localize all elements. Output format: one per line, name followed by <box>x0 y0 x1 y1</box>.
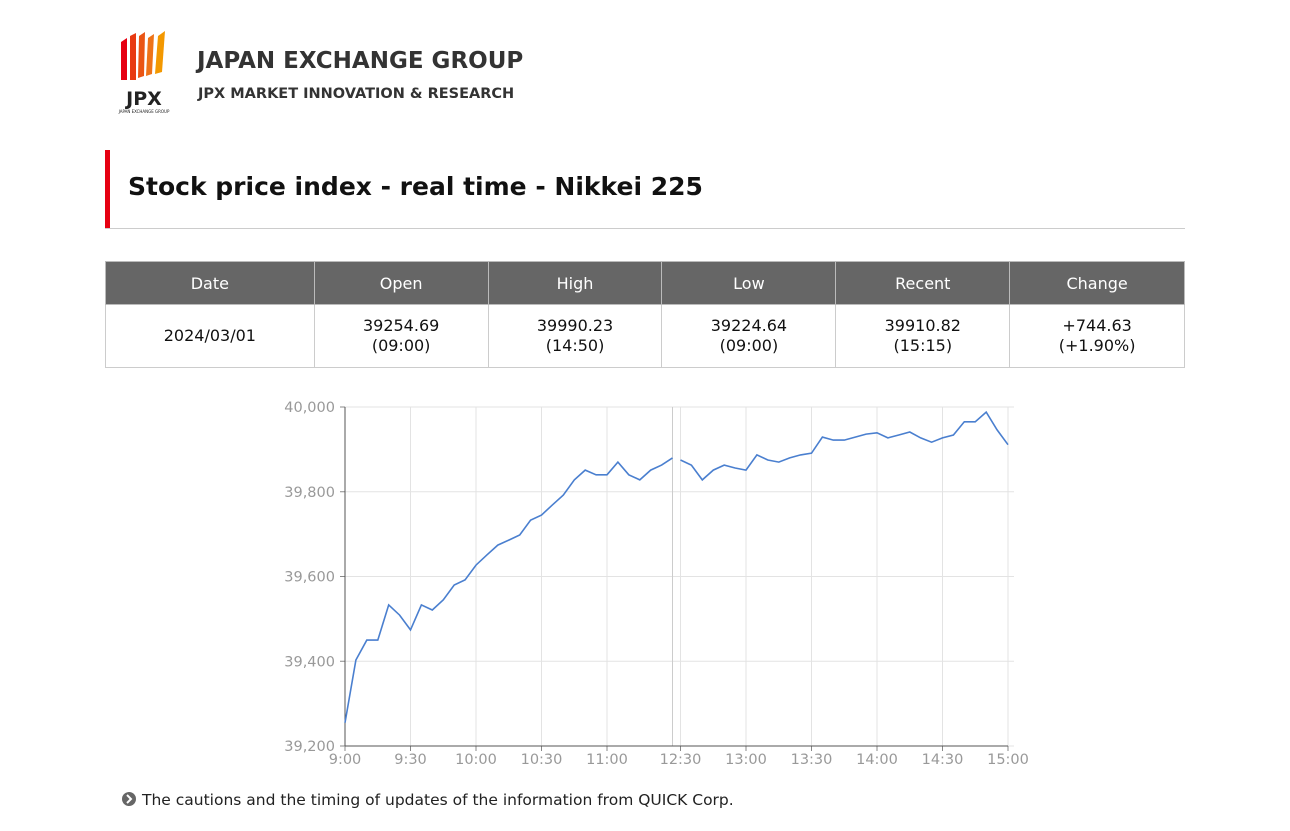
logo-text: JPX <box>124 88 162 110</box>
header-cell: Change <box>1009 261 1185 305</box>
cell-line: 39910.82 <box>884 316 961 335</box>
x-tick-label: 10:30 <box>521 752 563 768</box>
cell-line: (09:00) <box>719 336 779 355</box>
table-cell: +744.63 (+1.90%) <box>1009 304 1185 368</box>
price-line <box>344 410 1009 723</box>
cell-line: (14:50) <box>545 336 605 355</box>
x-tick-label: 9:00 <box>329 752 362 768</box>
y-tick-label: 39,200 <box>284 739 335 755</box>
table-body: 2024/03/01 39254.69 (09:00) 39990.23 (14:50)… <box>105 304 1185 368</box>
title-accent <box>105 150 110 228</box>
cell-line: (+1.90%) <box>1058 336 1136 355</box>
company-subtitle: JPX MARKET INNOVATION & RESEARCH <box>197 86 514 102</box>
x-tick-label: 12:30 <box>660 752 702 768</box>
x-tick-label: 14:00 <box>856 752 898 768</box>
logo-small: JAPAN EXCHANGE GROUP <box>118 109 170 114</box>
x-tick-label: 15:00 <box>987 752 1029 768</box>
header-cell: High <box>487 261 663 305</box>
table-cell: 39990.23 (14:50) <box>487 304 663 368</box>
header-cell: Open <box>313 261 489 305</box>
table-cell: 39254.69 (09:00) <box>313 304 489 368</box>
x-tick-label: 11:00 <box>586 752 628 768</box>
cell-line: (09:00) <box>371 336 431 355</box>
table-row: 2024/03/01 39254.69 (09:00) 39990.23 (14:50)… <box>105 304 1185 368</box>
logo-mark <box>121 31 165 80</box>
table-cell: 39224.64 (09:00) <box>661 304 837 368</box>
x-tick-label: 13:00 <box>725 752 767 768</box>
x-tick-label: 10:00 <box>455 752 497 768</box>
page-title: Stock price index - real time - Nikkei 2… <box>128 172 703 201</box>
cell-line: 2024/03/01 <box>163 326 256 345</box>
header-cell: Date <box>105 261 315 305</box>
cell-line: +744.63 <box>1062 316 1132 335</box>
y-tick-label: 39,600 <box>284 570 335 586</box>
chart: 39,200 39,400 39,600 39,800 40,000 9:00 9:30 10… <box>284 400 1029 768</box>
x-tick-label: 14:30 <box>922 752 964 768</box>
cell-line: 39224.64 <box>710 316 788 335</box>
x-tick-label: 13:30 <box>791 752 833 768</box>
cell-line: (15:15) <box>893 336 953 355</box>
table-cell: 39910.82 (15:15) <box>835 304 1011 368</box>
bullet-arrow <box>126 794 133 804</box>
header-cell: Low <box>661 261 837 305</box>
y-tick-label: 39,800 <box>284 485 335 501</box>
table-cell: 2024/03/01 <box>105 304 315 368</box>
bullet-icon <box>122 792 136 806</box>
footer-link[interactable]: The cautions and the timing of updates o… <box>141 791 734 809</box>
header-row: Date Open High Low Recent Change <box>105 261 1185 305</box>
title-block: Stock price index - real time - Nikkei 2… <box>105 150 1185 229</box>
y-tick-label: 39,400 <box>284 654 335 670</box>
header-cell: Recent <box>835 261 1011 305</box>
x-tick-label: 9:30 <box>394 752 427 768</box>
price-table: Date Open High Low Recent Change 2024/03/01 39… <box>105 261 1185 368</box>
y-tick-label: 40,000 <box>284 400 335 416</box>
company-name: JAPAN EXCHANGE GROUP <box>195 48 523 74</box>
cell-line: 39990.23 <box>536 316 614 335</box>
cell-line: 39254.69 <box>362 316 440 335</box>
